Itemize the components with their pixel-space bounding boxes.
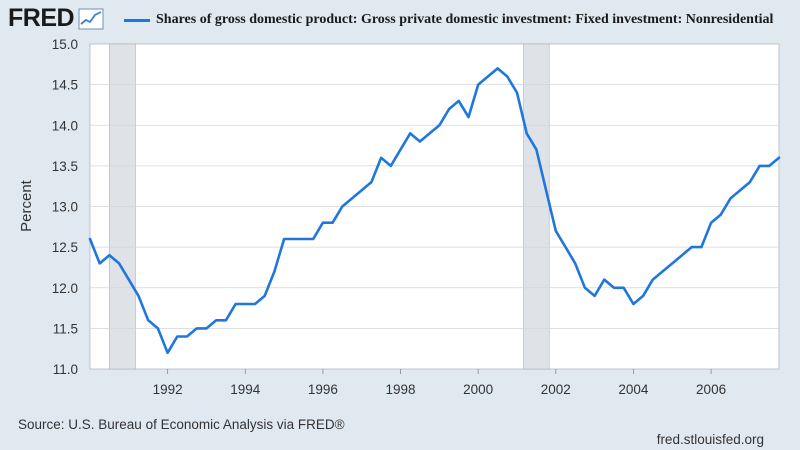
source-note: Source: U.S. Bureau of Economic Analysis…: [18, 417, 345, 432]
sparkline-icon: [78, 8, 104, 29]
logo-text: FRED: [8, 4, 75, 32]
site-url[interactable]: fred.stlouisfed.org: [656, 432, 764, 447]
x-tick-label: 2004: [618, 382, 649, 397]
x-tick-label: 1998: [386, 382, 416, 397]
y-tick-label: 13.0: [52, 200, 78, 215]
y-tick-label: 12.0: [52, 281, 78, 296]
chart-legend: Shares of gross domestic product: Gross …: [124, 12, 773, 28]
x-tick-label: 2002: [541, 382, 571, 397]
x-tick-label: 2006: [696, 382, 726, 397]
x-tick-label: 1994: [230, 382, 261, 397]
y-tick-label: 15.0: [52, 37, 78, 52]
x-tick-label: 2000: [463, 382, 493, 397]
fred-logo[interactable]: FRED: [8, 4, 104, 33]
y-tick-label: 11.5: [53, 321, 78, 336]
y-axis-label: Percent: [18, 179, 35, 232]
y-tick-label: 13.5: [52, 159, 78, 174]
legend-label: Shares of gross domestic product: Gross …: [156, 12, 774, 27]
legend-swatch: [124, 18, 150, 22]
y-tick-label: 14.0: [52, 118, 78, 133]
y-tick-label: 11.0: [53, 362, 78, 377]
y-tick-label: 12.5: [52, 240, 78, 255]
x-tick-label: 1996: [308, 382, 338, 397]
y-tick-label: 14.5: [52, 78, 78, 93]
x-tick-label: 1992: [153, 382, 183, 397]
series-line[interactable]: [88, 67, 781, 355]
